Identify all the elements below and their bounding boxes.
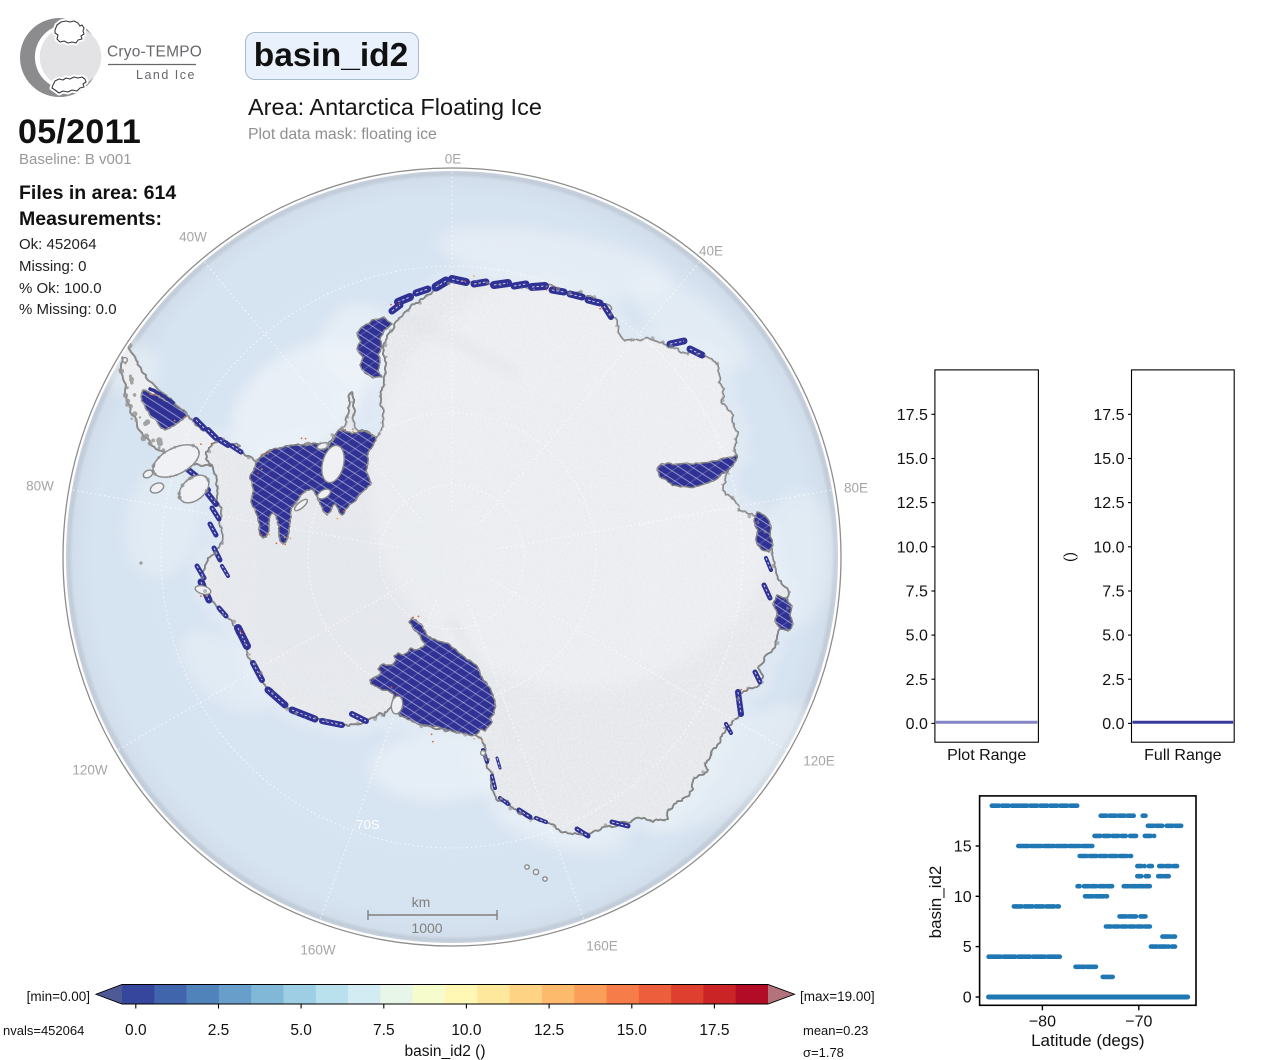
svg-text:7.5: 7.5 (906, 584, 928, 601)
svg-text:Latitude (degs): Latitude (degs) (1031, 1031, 1144, 1050)
svg-text:[min=0.00]: [min=0.00] (27, 989, 90, 1004)
svg-text:10: 10 (954, 889, 972, 906)
svg-text:0.0: 0.0 (906, 716, 928, 733)
svg-text:10.0: 10.0 (897, 539, 928, 556)
svg-text:120W: 120W (72, 763, 108, 778)
svg-text:12.5: 12.5 (1093, 495, 1124, 512)
svg-text:12.5: 12.5 (897, 495, 928, 512)
svg-text:0E: 0E (445, 152, 462, 167)
svg-text:80E: 80E (844, 481, 868, 496)
svg-text:15: 15 (954, 839, 972, 856)
svg-text:5.0: 5.0 (290, 1022, 312, 1039)
svg-text:[max=19.00]: [max=19.00] (800, 989, 875, 1004)
svg-text:15.0: 15.0 (1093, 451, 1124, 468)
svg-text:Plot Range: Plot Range (947, 747, 1026, 764)
svg-text:15.0: 15.0 (897, 451, 928, 468)
svg-text:5: 5 (963, 939, 972, 956)
svg-text:2.5: 2.5 (906, 672, 928, 689)
svg-text:160W: 160W (300, 943, 336, 958)
svg-text:nvals=452064: nvals=452064 (3, 1023, 84, 1038)
svg-text:10.0: 10.0 (1093, 539, 1124, 556)
svg-text:σ=1.78: σ=1.78 (803, 1045, 844, 1060)
svg-text:Land Ice: Land Ice (136, 68, 196, 82)
svg-text:7.5: 7.5 (373, 1022, 395, 1039)
svg-text:80W: 80W (26, 479, 54, 494)
svg-text:160E: 160E (586, 939, 618, 954)
svg-text:basin_id2: basin_id2 (926, 866, 945, 939)
svg-text:17.5: 17.5 (699, 1022, 729, 1039)
svg-text:15.0: 15.0 (617, 1022, 648, 1039)
svg-text:Full Range: Full Range (1144, 747, 1221, 764)
svg-text:120E: 120E (803, 754, 835, 769)
svg-text:−70: −70 (1125, 1013, 1152, 1030)
svg-text:17.5: 17.5 (897, 407, 928, 424)
svg-text:10.0: 10.0 (451, 1022, 482, 1039)
svg-text:40E: 40E (699, 244, 723, 259)
svg-text:2.5: 2.5 (208, 1022, 230, 1039)
svg-text:1000: 1000 (411, 920, 442, 936)
svg-text:2.5: 2.5 (1102, 672, 1124, 689)
svg-text:40W: 40W (179, 230, 207, 245)
svg-text:70S: 70S (356, 817, 379, 832)
svg-text:5.0: 5.0 (1102, 628, 1124, 645)
svg-text:0.0: 0.0 (125, 1022, 147, 1039)
svg-text:(): () (1062, 552, 1079, 562)
svg-text:12.5: 12.5 (534, 1022, 564, 1039)
svg-text:17.5: 17.5 (1093, 407, 1124, 424)
svg-text:−80: −80 (1029, 1013, 1056, 1030)
svg-text:0.0: 0.0 (1102, 716, 1124, 733)
svg-text:Cryo-TEMPO: Cryo-TEMPO (107, 44, 202, 61)
svg-text:7.5: 7.5 (1102, 584, 1124, 601)
svg-text:km: km (412, 894, 431, 910)
svg-text:5.0: 5.0 (906, 628, 928, 645)
svg-text:0: 0 (963, 990, 972, 1007)
svg-text:basin_id2 (): basin_id2 () (405, 1043, 486, 1060)
svg-text:mean=0.23: mean=0.23 (803, 1023, 868, 1038)
